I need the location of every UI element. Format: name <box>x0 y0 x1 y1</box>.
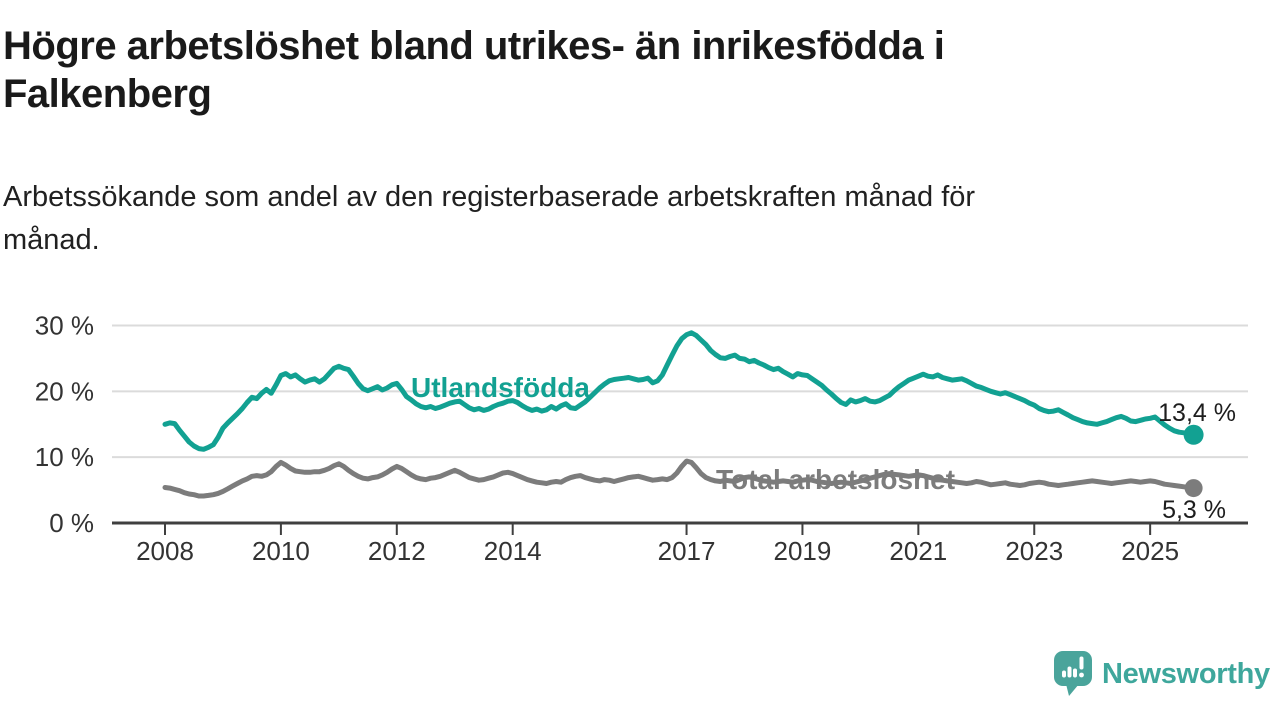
x-axis-tick-label: 2008 <box>136 536 194 566</box>
page-title: Högre arbetslöshet bland utrikes- än inr… <box>3 22 945 118</box>
x-axis-tick-label: 2025 <box>1121 536 1179 566</box>
x-axis-tick-label: 2014 <box>484 536 542 566</box>
series-line-0 <box>162 330 1197 452</box>
series-end-dot-0 <box>1183 424 1204 445</box>
x-axis-tick-label: 2017 <box>658 536 716 566</box>
end-value-label-utlandsfodda: 13,4 % <box>1158 399 1236 427</box>
subtitle-line-1: Arbetssökande som andel av den registerb… <box>3 181 976 213</box>
y-axis-tick-label: 0 % <box>49 508 94 538</box>
title-line-1: Högre arbetslöshet bland utrikes- än inr… <box>3 24 945 68</box>
subtitle-line-2: månad. <box>3 224 100 256</box>
newsworthy-bubble-chart-icon <box>1054 651 1092 696</box>
chart-plot-area: 0 % 10 % 20 % 30 % 2008 2010 2012 2014 2017 2019 2… <box>35 311 1248 566</box>
series-label-total-arbetsloshet: Total arbetslöshet <box>716 464 955 495</box>
x-axis-tick-label: 2019 <box>774 536 832 566</box>
y-axis-tick-label: 10 % <box>35 442 94 472</box>
x-axis-tick-label: 2010 <box>252 536 310 566</box>
end-value-label-total: 5,3 % <box>1162 496 1226 524</box>
title-line-2: Falkenberg <box>3 72 212 116</box>
series-label-utlandsfodda: Utlandsfödda <box>411 372 590 403</box>
x-axis-tick-label: 2012 <box>368 536 426 566</box>
newsworthy-logo: Newsworthy <box>1054 651 1270 697</box>
x-axis-tick-label: 2021 <box>889 536 947 566</box>
x-axis-tick-label: 2023 <box>1005 536 1063 566</box>
chart-subtitle: Arbetssökande som andel av den registerb… <box>3 176 975 262</box>
y-axis-tick-label: 20 % <box>35 376 94 406</box>
series-line-1 <box>162 458 1197 499</box>
y-axis-tick-label: 30 % <box>35 311 94 341</box>
series-end-dot-1 <box>1184 479 1203 498</box>
newsworthy-wordmark: Newsworthy <box>1102 657 1270 690</box>
